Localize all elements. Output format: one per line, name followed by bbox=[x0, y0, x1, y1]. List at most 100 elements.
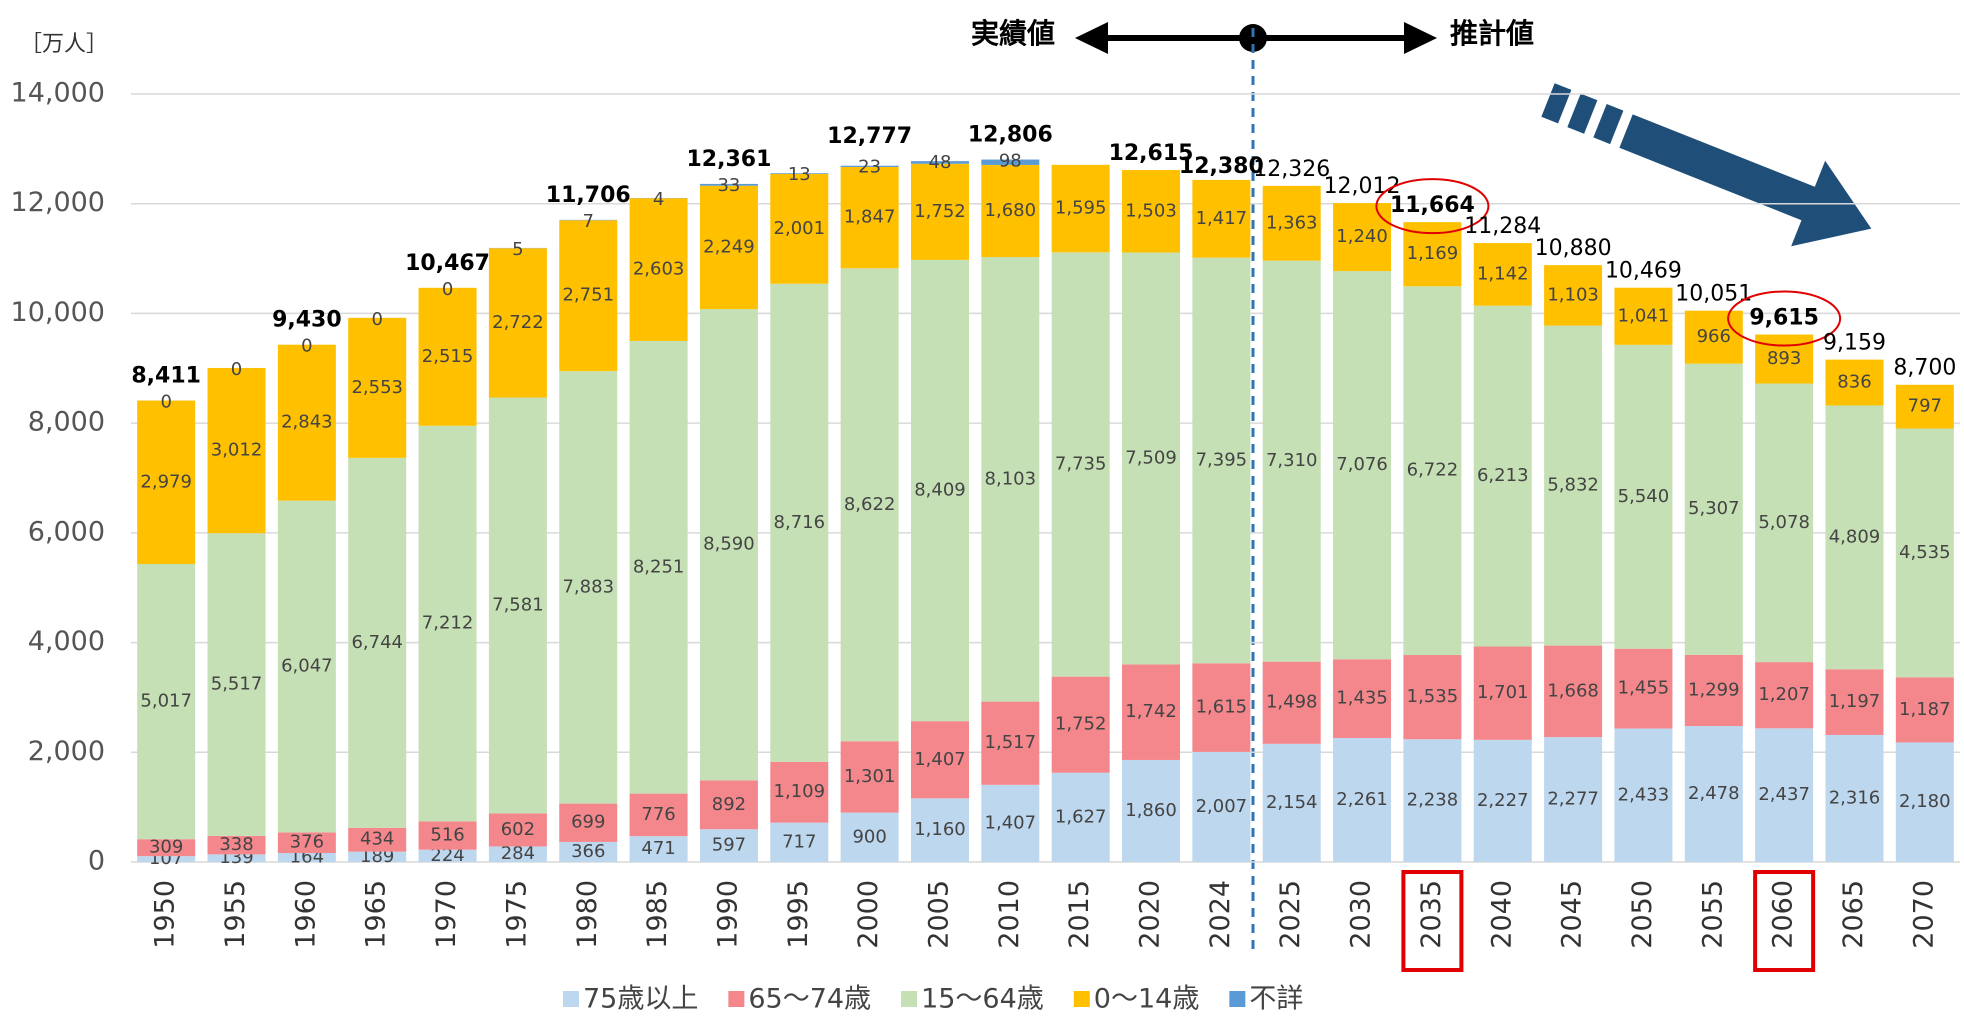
y-tick-label: 12,000 bbox=[11, 187, 105, 218]
data-label: 2,515 bbox=[422, 346, 474, 367]
x-tick-label: 1950 bbox=[150, 880, 181, 949]
data-label: 5,832 bbox=[1547, 475, 1599, 496]
bar-segment bbox=[1122, 759, 1181, 862]
data-label: 434 bbox=[360, 829, 394, 850]
bar-segment bbox=[910, 259, 969, 722]
data-label: 2,843 bbox=[281, 412, 333, 433]
bar-segment bbox=[488, 248, 547, 398]
data-label: 6,213 bbox=[1477, 465, 1529, 486]
bar-segment bbox=[1825, 359, 1884, 406]
bar-segment bbox=[629, 198, 688, 341]
bar-segment bbox=[699, 829, 758, 862]
data-label: 602 bbox=[501, 819, 535, 840]
bar-segment bbox=[1333, 271, 1392, 660]
data-label: 2,277 bbox=[1547, 789, 1599, 810]
y-tick-label: 8,000 bbox=[28, 407, 105, 438]
bar-segment bbox=[137, 856, 196, 862]
total-label: 9,430 bbox=[272, 308, 342, 333]
data-label: 1,407 bbox=[914, 749, 966, 770]
bar-segment bbox=[1544, 737, 1603, 862]
bar-segment bbox=[1051, 164, 1110, 253]
data-label: 2,603 bbox=[633, 259, 685, 280]
total-label: 8,700 bbox=[1893, 356, 1956, 381]
bar-segment bbox=[1473, 305, 1532, 647]
total-label: 12,361 bbox=[686, 147, 771, 172]
data-label: 6,047 bbox=[281, 656, 333, 677]
y-tick-label: 10,000 bbox=[11, 297, 105, 328]
data-label: 8,103 bbox=[985, 468, 1037, 489]
data-label: 2,238 bbox=[1407, 790, 1459, 811]
data-label: 2,553 bbox=[351, 377, 403, 398]
bar-segment bbox=[207, 835, 266, 855]
data-label: 1,535 bbox=[1407, 686, 1459, 707]
data-label: 7,076 bbox=[1336, 454, 1388, 475]
data-label: 1,109 bbox=[774, 781, 826, 802]
total-label: 9,615 bbox=[1749, 306, 1819, 331]
highlight-circle bbox=[1727, 290, 1842, 347]
data-label: 6,722 bbox=[1407, 460, 1459, 481]
y-tick-label: 2,000 bbox=[28, 736, 105, 767]
data-label: 893 bbox=[1767, 348, 1801, 369]
data-label: 7,883 bbox=[562, 576, 614, 597]
bar-segment bbox=[699, 183, 758, 186]
data-label: 8,590 bbox=[703, 534, 755, 555]
data-label: 6,744 bbox=[351, 632, 403, 653]
total-label: 11,664 bbox=[1390, 193, 1475, 218]
data-label: 366 bbox=[571, 841, 605, 862]
bar-segment bbox=[910, 163, 969, 260]
data-label: 376 bbox=[290, 832, 324, 853]
data-label: 1,187 bbox=[1899, 699, 1951, 720]
data-label: 1,680 bbox=[985, 200, 1037, 221]
x-tick-label: 1980 bbox=[572, 880, 603, 949]
data-label: 98 bbox=[999, 151, 1022, 172]
unit-label: ［万人］ bbox=[20, 32, 108, 57]
data-label: 2,316 bbox=[1829, 787, 1881, 808]
x-tick-label: 2005 bbox=[923, 880, 954, 949]
data-label: 1,103 bbox=[1547, 284, 1599, 305]
data-label: 5 bbox=[512, 239, 523, 260]
bar-segment bbox=[348, 317, 407, 458]
x-tick-label: 2035 bbox=[1416, 880, 1447, 949]
legend-swatch bbox=[563, 991, 579, 1007]
data-label: 966 bbox=[1697, 326, 1731, 347]
bar-segment bbox=[277, 500, 336, 833]
data-label: 0 bbox=[231, 359, 242, 380]
bar-segment bbox=[137, 400, 196, 564]
x-tick-label: 2060 bbox=[1768, 880, 1799, 949]
bar-segment bbox=[1122, 664, 1181, 760]
bar-segment bbox=[1051, 676, 1110, 773]
x-tick-label: 2020 bbox=[1135, 880, 1166, 949]
x-tick-label: 2070 bbox=[1908, 880, 1939, 949]
data-label: 4,535 bbox=[1899, 542, 1951, 563]
data-label: 1,517 bbox=[985, 732, 1037, 753]
bar-segment bbox=[1262, 185, 1321, 261]
bar-segment bbox=[559, 803, 618, 842]
data-label: 284 bbox=[501, 843, 535, 864]
data-label: 4,809 bbox=[1829, 526, 1881, 547]
data-label: 2,722 bbox=[492, 312, 544, 333]
data-label: 2,227 bbox=[1477, 790, 1529, 811]
bar-segment bbox=[1262, 661, 1321, 744]
annotation: 実績値 bbox=[971, 17, 1055, 50]
bar-segment bbox=[840, 812, 899, 862]
bar-segment bbox=[137, 563, 196, 840]
data-label: 1,240 bbox=[1336, 226, 1388, 247]
bar-segment bbox=[981, 701, 1040, 785]
legend-label: 0〜14歳 bbox=[1094, 984, 1200, 1015]
bar-segment bbox=[1684, 726, 1743, 862]
data-label: 2,751 bbox=[562, 285, 614, 306]
data-label: 0 bbox=[442, 279, 453, 300]
total-label: 10,051 bbox=[1675, 282, 1752, 307]
bar-segment bbox=[1895, 742, 1954, 862]
data-label: 309 bbox=[149, 837, 183, 858]
bar-segment bbox=[1895, 384, 1954, 429]
data-label: 33 bbox=[717, 175, 740, 196]
highlight-circle bbox=[1375, 178, 1490, 235]
bar-segment bbox=[770, 761, 829, 823]
data-label: 2,154 bbox=[1266, 792, 1318, 813]
data-label: 717 bbox=[782, 831, 816, 852]
data-label: 836 bbox=[1837, 372, 1871, 393]
bar-segment bbox=[629, 340, 688, 794]
data-label: 23 bbox=[858, 157, 881, 178]
data-label: 1,407 bbox=[985, 812, 1037, 833]
